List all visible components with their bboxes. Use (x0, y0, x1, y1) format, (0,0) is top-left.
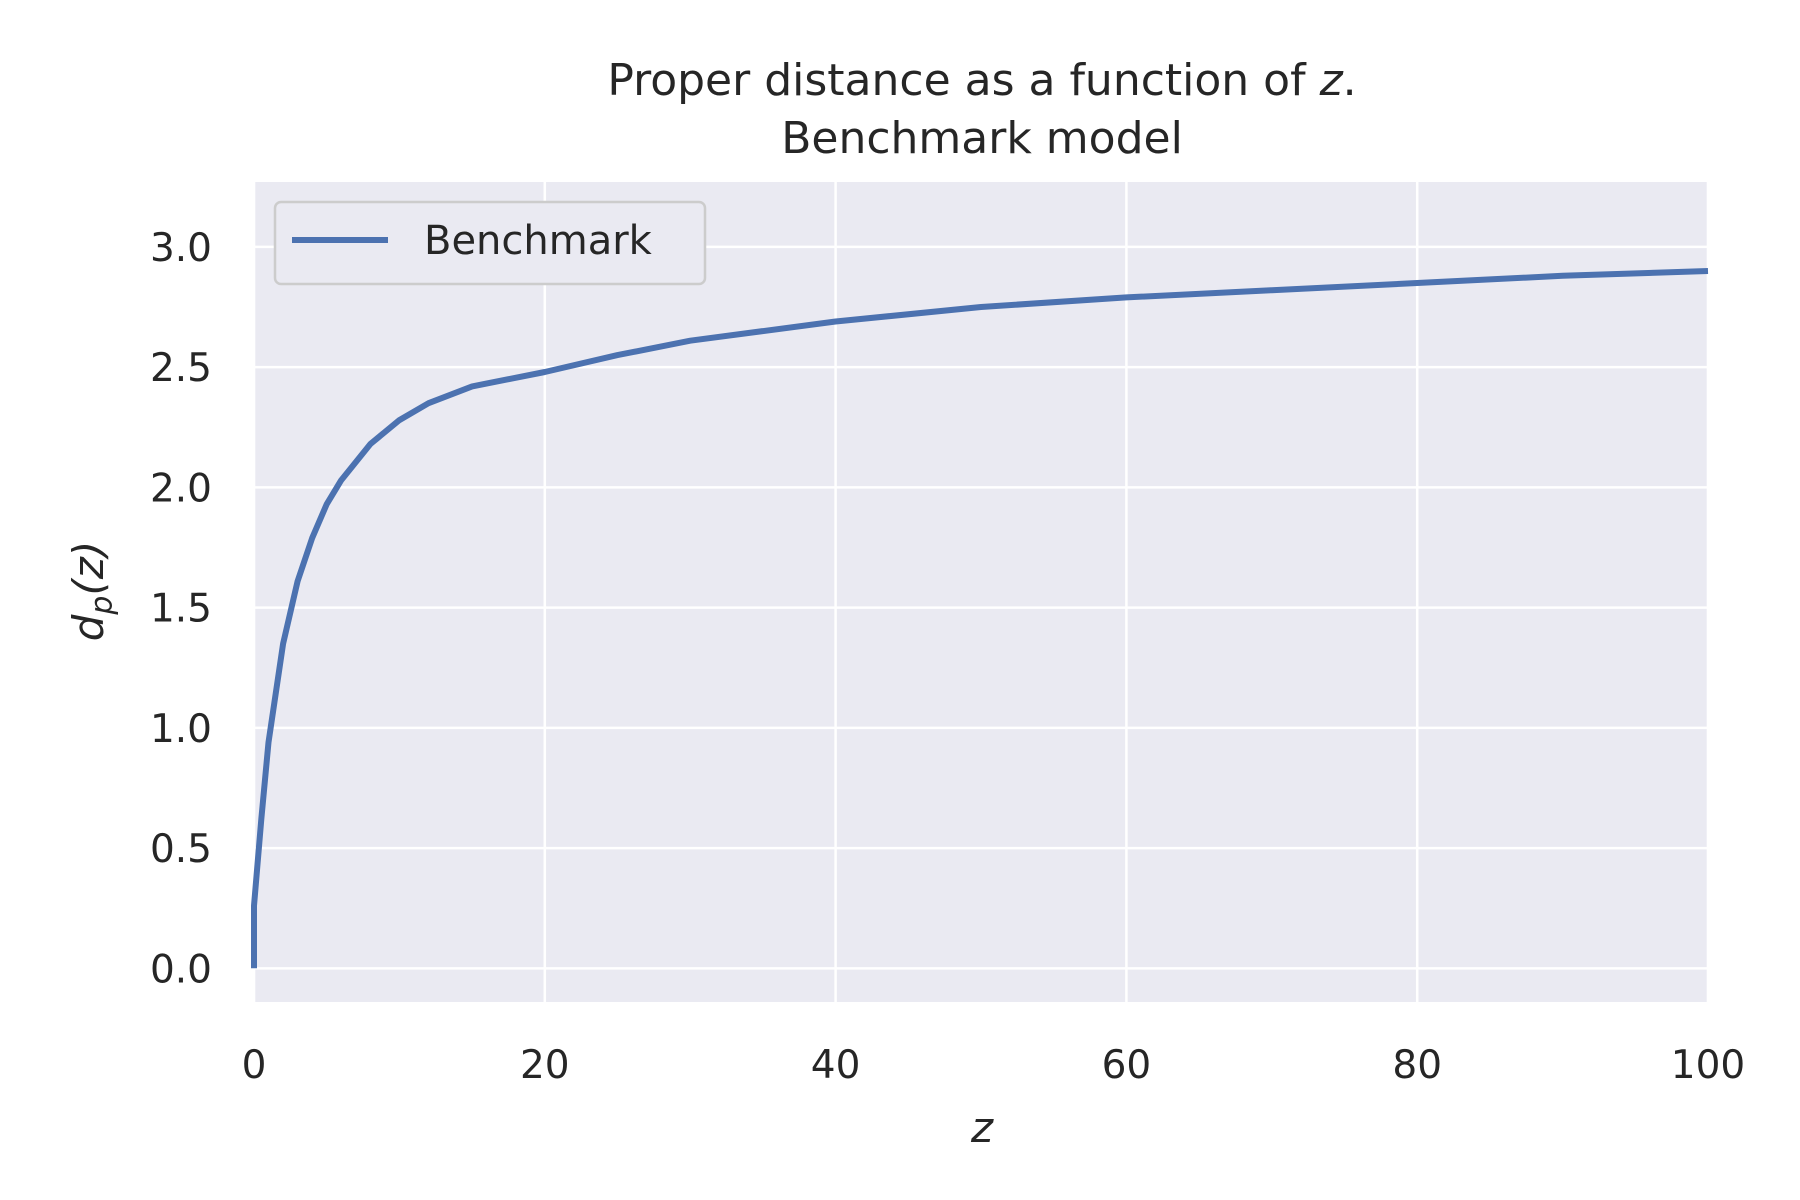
legend-label: Benchmark (424, 218, 653, 264)
chart-subtitle: Benchmark model (781, 113, 1183, 164)
x-tick-labels: 0 20 40 60 80 100 (242, 1043, 1746, 1088)
y-tick-label: 1.5 (150, 587, 212, 632)
x-tick-label: 100 (1671, 1043, 1745, 1088)
x-axis-label: z (970, 1103, 994, 1152)
y-axis-label: dp(z) (64, 541, 120, 642)
x-tick-label: 60 (1102, 1043, 1152, 1088)
legend-box (273, 200, 707, 286)
title-line1-suffix: . (1343, 55, 1357, 106)
x-tick-label: 80 (1392, 1043, 1442, 1088)
legend: Benchmark (273, 200, 707, 286)
title-line1-prefix: Proper distance as a function of (607, 55, 1319, 106)
chart-title: Proper distance as a function of z. (607, 55, 1356, 106)
title-line1-var: z (1319, 55, 1344, 106)
y-tick-label: 1.0 (150, 707, 212, 752)
x-tick-label: 40 (811, 1043, 861, 1088)
y-tick-label: 0.0 (150, 947, 212, 992)
series-layer (251, 268, 1709, 969)
x-tick-label: 0 (242, 1043, 267, 1088)
y-tick-label: 3.0 (150, 226, 212, 271)
plot-area (254, 182, 1708, 1002)
y-tick-label: 2.5 (150, 346, 212, 391)
y-axis-label-sub: p (85, 596, 120, 616)
y-axis-label-arg: (z) (64, 541, 113, 596)
y-tick-label: 2.0 (150, 466, 212, 511)
y-tick-label: 0.5 (150, 827, 212, 872)
x-tick-label: 20 (520, 1043, 570, 1088)
y-tick-labels: 0.0 0.5 1.0 1.5 2.0 2.5 3.0 (150, 226, 212, 992)
series-line-benchmark (251, 268, 1709, 969)
y-axis-label-main: d (64, 614, 113, 641)
